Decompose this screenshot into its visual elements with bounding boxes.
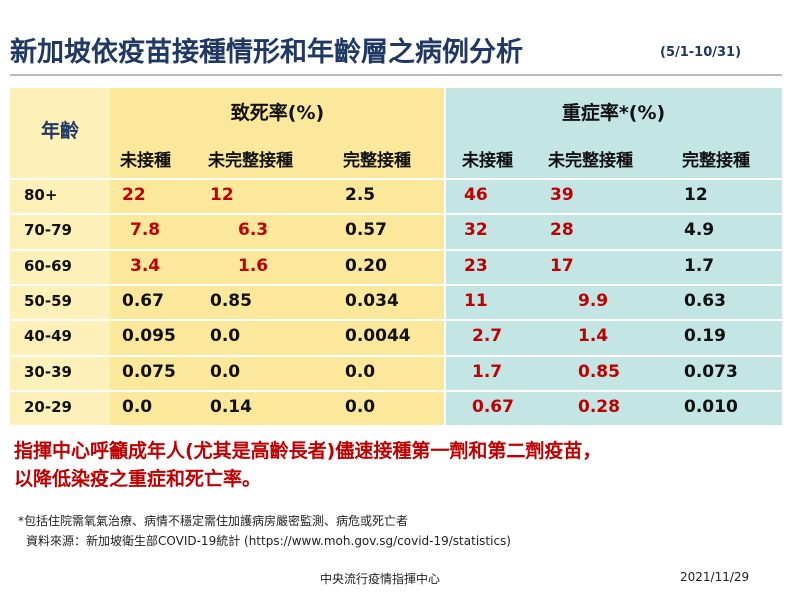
cell-value: 1.4 bbox=[578, 326, 609, 347]
cell-value: 1.7 bbox=[472, 361, 503, 382]
note: *包括住院需氧氣治療、病情不穩定需住加護病房嚴密監測、病危或死亡者 bbox=[18, 514, 409, 528]
cell-value: 6.3 bbox=[238, 220, 269, 241]
cell-value: 0.0044 bbox=[345, 326, 411, 347]
cell-value: 4.9 bbox=[684, 220, 715, 241]
cell-value: 0.63 bbox=[684, 290, 726, 311]
cell-value: 0.0 bbox=[122, 396, 153, 417]
cell-value: 0.14 bbox=[210, 396, 252, 417]
cell-value: 32 bbox=[464, 220, 488, 241]
age-label: 70-79 bbox=[24, 221, 72, 240]
cell-value: 22 bbox=[122, 185, 146, 205]
severe-bg bbox=[445, 88, 782, 425]
row-separator bbox=[10, 248, 782, 251]
row-separator bbox=[10, 283, 782, 286]
cell-value: 12 bbox=[684, 185, 708, 205]
row-separator bbox=[10, 213, 782, 216]
cell-value: 3.4 bbox=[130, 255, 161, 276]
cell-value: 1.7 bbox=[684, 255, 715, 276]
age-label: 30-39 bbox=[24, 362, 72, 381]
cell-value: 23 bbox=[464, 255, 488, 276]
cell-value: 0.034 bbox=[345, 290, 399, 311]
age-label: 80+ bbox=[24, 186, 58, 204]
group-header: 致死率(%) bbox=[230, 102, 325, 124]
period: (5/1-10/31) bbox=[660, 45, 742, 60]
table: 年齡 致死率(%) 重症率*(%) 未接種 未完整接種 完整接種 未接種 未完整接種 完整接種 8… bbox=[10, 88, 782, 425]
cell-value: 7.8 bbox=[130, 220, 161, 241]
subheader: 未完整接種 bbox=[208, 151, 293, 171]
group-header: 重症率*(%) bbox=[561, 102, 666, 124]
cell-value: 0.0 bbox=[345, 361, 376, 382]
age-label: 40-49 bbox=[24, 327, 72, 346]
subheader: 未完整接種 bbox=[548, 151, 633, 171]
message-line: 指揮中心呼籲成年人(尤其是高齡長者)儘速接種第一劑和第二劑疫苗， bbox=[14, 440, 602, 462]
divider bbox=[10, 74, 782, 76]
column-separator bbox=[444, 88, 446, 425]
cell-value: 2.5 bbox=[345, 185, 376, 205]
cell-value: 0.67 bbox=[472, 396, 514, 417]
cell-value: 11 bbox=[464, 290, 488, 311]
row-separator bbox=[10, 389, 782, 392]
age-column-bg bbox=[10, 88, 110, 425]
age-label: 50-59 bbox=[24, 291, 72, 310]
cell-value: 46 bbox=[464, 185, 488, 205]
cell-value: 0.28 bbox=[578, 396, 620, 417]
cell-value: 0.010 bbox=[684, 396, 738, 417]
cell-value: 0.075 bbox=[122, 361, 176, 382]
row-separator bbox=[10, 354, 782, 357]
cell-value: 0.67 bbox=[122, 290, 164, 311]
age-label: 60-69 bbox=[24, 256, 72, 275]
cell-value: 0.19 bbox=[684, 326, 726, 347]
cell-value: 17 bbox=[550, 255, 574, 276]
cell-value: 0.85 bbox=[210, 290, 252, 311]
age-label: 20-29 bbox=[24, 397, 72, 416]
age-header: 年齡 bbox=[40, 120, 79, 142]
subheader: 完整接種 bbox=[343, 151, 411, 171]
cell-value: 0.073 bbox=[684, 361, 738, 382]
cell-value: 2.7 bbox=[472, 326, 503, 347]
cell-value: 0.0 bbox=[210, 361, 241, 382]
note: 資料來源：新加坡衛生部COVID-19統計 (https://www.moh.g… bbox=[26, 534, 511, 548]
cell-value: 0.0 bbox=[210, 326, 241, 347]
cell-value: 12 bbox=[210, 185, 234, 205]
cell-value: 0.20 bbox=[345, 255, 387, 276]
title: 新加坡依疫苗接種情形和年齡層之病例分析 bbox=[10, 37, 523, 68]
subheader: 完整接種 bbox=[682, 151, 750, 171]
cell-value: 0.57 bbox=[345, 220, 387, 241]
cell-value: 28 bbox=[550, 220, 574, 241]
cell-value: 9.9 bbox=[578, 290, 609, 311]
message-line: 以降低染疫之重症和死亡率。 bbox=[14, 468, 262, 490]
subheader: 未接種 bbox=[120, 151, 171, 171]
cell-value: 0.85 bbox=[578, 361, 620, 382]
footer-date: 2021/11/29 bbox=[680, 570, 750, 584]
cell-value: 1.6 bbox=[238, 255, 269, 276]
cell-value: 39 bbox=[550, 185, 574, 205]
row-separator bbox=[10, 319, 782, 322]
cell-value: 0.0 bbox=[345, 396, 376, 417]
row-separator bbox=[10, 178, 782, 180]
subheader: 未接種 bbox=[462, 151, 513, 171]
fatality-bg bbox=[110, 88, 445, 425]
cell-value: 0.095 bbox=[122, 326, 176, 347]
footer-org: 中央流行疫情指揮中心 bbox=[320, 572, 441, 586]
